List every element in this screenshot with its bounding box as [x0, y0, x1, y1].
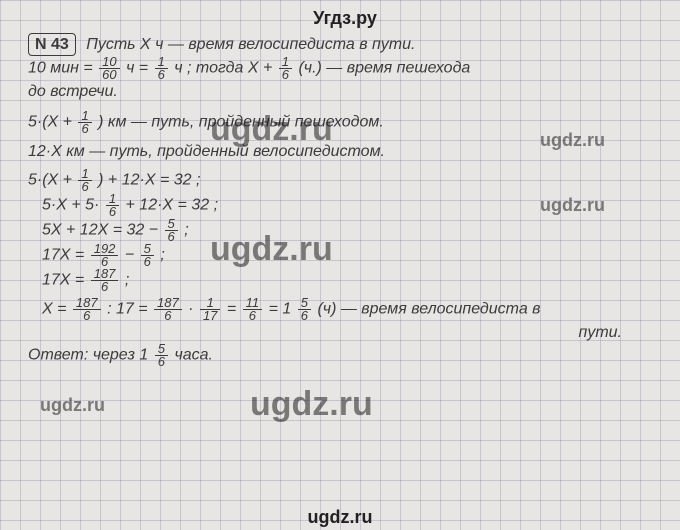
- fraction: 1 6: [78, 110, 91, 135]
- fraction: 187 6: [91, 268, 119, 293]
- denominator: 6: [279, 69, 292, 81]
- fraction: 5 6: [298, 297, 311, 322]
- text: = 1: [269, 301, 292, 318]
- fraction: 1 6: [78, 168, 91, 193]
- denominator: 6: [106, 206, 119, 218]
- text: ;: [184, 222, 188, 239]
- text: ч =: [126, 60, 148, 77]
- text: =: [227, 301, 236, 318]
- text: ;: [160, 247, 164, 264]
- text: (ч) — время велосипедиста в: [317, 301, 540, 318]
- fraction: 192 6: [91, 243, 119, 268]
- denominator: 6: [141, 256, 154, 268]
- denominator: 6: [78, 181, 91, 193]
- line-3: до встречи.: [28, 81, 662, 102]
- site-header: Угдз.ру: [28, 8, 662, 29]
- fraction: 10 60: [99, 56, 119, 81]
- text: ·: [188, 301, 193, 318]
- text: 5X + 12X = 32 −: [42, 222, 158, 239]
- line-9: 17X = 192 6 − 5 6 ;: [28, 243, 662, 268]
- text: 17X =: [42, 272, 84, 289]
- denominator: 6: [155, 69, 168, 81]
- denominator: 6: [154, 310, 182, 322]
- text: ) км — путь, пройденный пешеходом.: [98, 114, 384, 131]
- notebook-content: Угдз.ру N 43 Пусть X ч — время велосипед…: [0, 0, 680, 372]
- problem-number-box: N 43: [28, 33, 76, 56]
- fraction: 5 6: [155, 343, 168, 368]
- text: часа.: [174, 347, 213, 364]
- fraction: 1 6: [155, 56, 168, 81]
- text: ч ; тогда X +: [174, 60, 272, 77]
- denominator: 6: [243, 310, 263, 322]
- site-footer: ugdz.ru: [0, 507, 680, 528]
- text: −: [125, 247, 134, 264]
- denominator: 6: [91, 281, 119, 293]
- line-answer: Ответ: через 1 5 6 часа.: [28, 343, 662, 368]
- text: X =: [42, 301, 66, 318]
- fraction: 1 6: [106, 193, 119, 218]
- text: : 17 =: [107, 301, 147, 318]
- line-11b: пути.: [28, 322, 662, 343]
- line-11: X = 187 6 : 17 = 187 6 · 1 17 = 11 6 = 1…: [28, 297, 662, 322]
- text: ;: [125, 272, 129, 289]
- line-1: N 43 Пусть X ч — время велосипедиста в п…: [28, 33, 662, 56]
- denominator: 6: [78, 123, 91, 135]
- denominator: 60: [99, 69, 119, 81]
- fraction: 187 6: [73, 297, 101, 322]
- text: + 12·X = 32 ;: [126, 197, 219, 214]
- line-4: 5·(X + 1 6 ) км — путь, пройденный пешех…: [28, 110, 662, 135]
- fraction: 5 6: [165, 218, 178, 243]
- fraction: 11 6: [243, 297, 263, 322]
- text: 5·(X +: [28, 114, 72, 131]
- line-10: 17X = 187 6 ;: [28, 268, 662, 293]
- line-5: 12·X км — путь, пройденный велосипедисто…: [28, 141, 662, 162]
- fraction: 1 17: [200, 297, 220, 322]
- fraction: 5 6: [141, 243, 154, 268]
- denominator: 6: [298, 310, 311, 322]
- text: ) + 12·X = 32 ;: [98, 172, 200, 189]
- denominator: 6: [155, 356, 168, 368]
- denominator: 6: [165, 231, 178, 243]
- text: Пусть X ч — время велосипедиста в пути.: [86, 36, 415, 53]
- text: 10 мин =: [28, 60, 93, 77]
- fraction: 1 6: [279, 56, 292, 81]
- text: 5·(X +: [28, 172, 72, 189]
- denominator: 17: [200, 310, 220, 322]
- text: 5·X + 5·: [42, 197, 99, 214]
- denominator: 6: [73, 310, 101, 322]
- text: (ч.) — время пешехода: [298, 60, 470, 77]
- line-6: 5·(X + 1 6 ) + 12·X = 32 ;: [28, 168, 662, 193]
- text: 17X =: [42, 247, 84, 264]
- text: Ответ: через 1: [28, 347, 148, 364]
- line-8: 5X + 12X = 32 − 5 6 ;: [28, 218, 662, 243]
- fraction: 187 6: [154, 297, 182, 322]
- line-7: 5·X + 5· 1 6 + 12·X = 32 ;: [28, 193, 662, 218]
- line-2: 10 мин = 10 60 ч = 1 6 ч ; тогда X + 1 6…: [28, 56, 662, 81]
